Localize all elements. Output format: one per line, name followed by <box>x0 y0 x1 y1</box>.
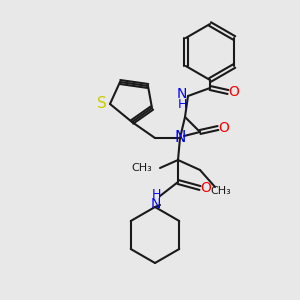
Text: H: H <box>151 188 161 200</box>
Text: H: H <box>177 98 187 110</box>
Text: CH₃: CH₃ <box>211 186 231 196</box>
Text: S: S <box>97 97 107 112</box>
Text: O: O <box>229 85 239 99</box>
Text: O: O <box>219 121 230 135</box>
Text: N: N <box>174 130 186 146</box>
Text: CH₃: CH₃ <box>131 163 152 173</box>
Text: N: N <box>151 197 161 211</box>
Text: O: O <box>201 181 212 195</box>
Text: N: N <box>177 87 187 101</box>
